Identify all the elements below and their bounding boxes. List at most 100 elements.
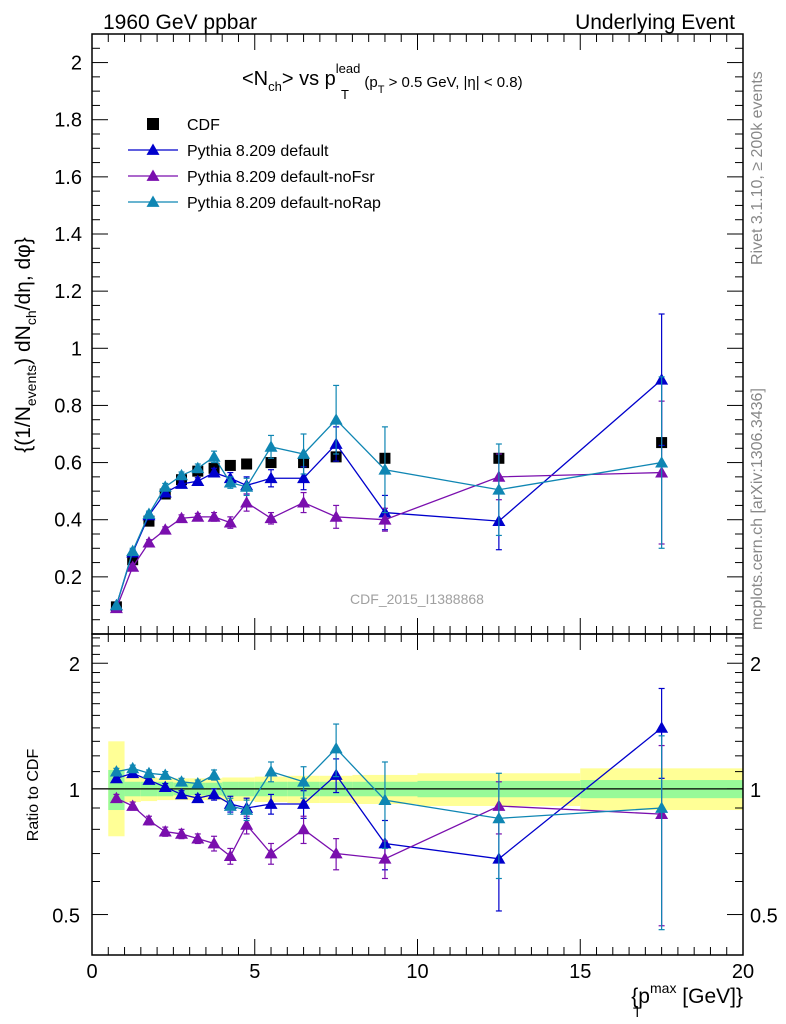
- point-noRap: [240, 480, 254, 492]
- point-noFsr: [297, 496, 311, 508]
- point-noRap: [109, 598, 123, 611]
- point-noRap: [378, 463, 392, 475]
- cdf-point: [241, 458, 253, 470]
- point-default: [207, 466, 221, 478]
- ratio-point-default: [655, 721, 669, 733]
- point-noRap: [329, 413, 343, 425]
- ratio-point-default: [264, 797, 278, 809]
- y-tick-label: 0.6: [54, 453, 82, 475]
- point-noFsr: [207, 510, 221, 522]
- y-tick-label: 1.2: [54, 281, 82, 303]
- main-panel: 0.2 0.4 0.6 0.8 1 1.2 1.4 1.6 1.8 2: [54, 33, 744, 955]
- point-noFsr: [378, 513, 392, 525]
- point-noRap: [191, 461, 205, 474]
- point-noRap: [126, 544, 140, 557]
- point-noRap: [492, 483, 506, 495]
- point-noRap: [264, 440, 278, 452]
- legend-label: Pythia 8.209 default: [187, 143, 329, 160]
- header-right: Underlying Event: [575, 11, 735, 34]
- point-noFsr: [126, 560, 140, 572]
- y-tick-label: 0.4: [54, 510, 82, 532]
- ratio-point-noRap: [378, 793, 392, 805]
- ratio-y-tick-label: 0.5: [52, 906, 80, 928]
- xlabel: {pmax [GeV]}: [631, 980, 743, 1008]
- ratio-y-tick-label-right: 2: [750, 654, 761, 676]
- ratio-line-noFsr: [116, 797, 662, 860]
- point-noFsr: [158, 523, 172, 535]
- ratio-point-noRap: [329, 741, 343, 754]
- cdf-point: [224, 459, 236, 471]
- point-noRap: [207, 450, 221, 462]
- ratio-point-default: [175, 787, 189, 800]
- cdf-point: [265, 457, 277, 469]
- point-noRap: [655, 456, 669, 468]
- point-noFsr: [175, 511, 189, 524]
- legend: CDF Pythia 8.209 default Pythia 8.209 defa…: [128, 117, 381, 212]
- legend-marker-noRap: [146, 195, 160, 207]
- y-tick-label: 1: [71, 338, 82, 360]
- ratio-y-tick-label: 1: [69, 780, 80, 802]
- ratio-point-default: [207, 787, 221, 800]
- ratio-y-tick-label: 2: [69, 654, 80, 676]
- ratio-point-noFsr: [142, 813, 156, 826]
- ratio-point-noRap: [655, 801, 669, 813]
- x-tick-label: 20: [732, 961, 754, 983]
- point-default: [191, 474, 205, 487]
- cdf-point: [143, 515, 155, 527]
- point-noRap: [223, 476, 237, 488]
- ratio-point-noRap: [191, 777, 205, 789]
- legend-label: Pythia 8.209 default-noRap: [187, 195, 381, 212]
- ratio-point-noFsr: [191, 832, 205, 844]
- ratio-point-noRap: [492, 811, 506, 824]
- ratio-point-noFsr: [264, 847, 278, 859]
- point-noRap: [175, 468, 189, 481]
- ratio-frame: [91, 633, 744, 956]
- watermark: CDF_2015_I1388868: [350, 591, 484, 607]
- ratio-y-tick-label-right: 0.5: [750, 906, 778, 928]
- x-tick-label: 15: [569, 961, 591, 983]
- legend-label: Pythia 8.209 default-noFsr: [187, 169, 375, 186]
- ylabel-ratio: Ratio to CDF: [25, 749, 42, 842]
- ratio-point-noFsr: [297, 822, 311, 835]
- point-default: [158, 486, 172, 498]
- legend-marker-default: [146, 143, 160, 155]
- ratio-point-noRap: [297, 775, 311, 787]
- y-tick-label: 1.6: [54, 167, 82, 189]
- point-noRap: [297, 447, 311, 459]
- point-default: [175, 477, 189, 489]
- point-noRap: [158, 480, 172, 492]
- ratio-point-noRap: [207, 768, 221, 780]
- ratio-point-noFsr: [158, 825, 172, 837]
- legend-marker-cdf: [147, 118, 159, 130]
- ratio-point-noRap: [223, 799, 237, 811]
- xlabel-sub: T: [633, 1004, 642, 1020]
- y-tick-label: 1.8: [54, 110, 82, 132]
- ratio-point-noRap: [240, 803, 254, 815]
- plot-title-sub: T: [341, 87, 349, 102]
- y-tick-label: 1.4: [54, 224, 82, 246]
- ratio-point-noRap: [126, 761, 140, 774]
- cdf-point: [127, 554, 139, 566]
- mcplots-label: mcplots.cern.ch [arXiv:1306.3436]: [749, 388, 766, 630]
- x-tick-label: 10: [406, 961, 428, 983]
- y-tick-label: 2: [71, 53, 82, 75]
- legend-label: CDF: [187, 117, 220, 134]
- ratio-point-default: [142, 773, 156, 785]
- ratio-point-noFsr: [223, 849, 237, 862]
- ratio-point-noRap: [158, 768, 172, 780]
- point-noFsr: [191, 510, 205, 522]
- y-tick-label: 0.8: [54, 395, 82, 417]
- ratio-point-noFsr: [329, 847, 343, 859]
- x-tick-label: 5: [249, 961, 260, 983]
- point-noRap: [142, 507, 156, 519]
- point-noFsr: [264, 511, 278, 524]
- point-noFsr: [223, 516, 237, 528]
- rivet-label: Rivet 3.1.10, ≥ 200k events: [749, 71, 766, 265]
- point-default: [264, 471, 278, 484]
- ratio-point-noFsr: [126, 799, 140, 811]
- ratio-point-noFsr: [378, 852, 392, 864]
- point-noFsr: [240, 496, 254, 508]
- series-line-default: [115, 379, 663, 606]
- ratio-point-noRap: [175, 775, 189, 787]
